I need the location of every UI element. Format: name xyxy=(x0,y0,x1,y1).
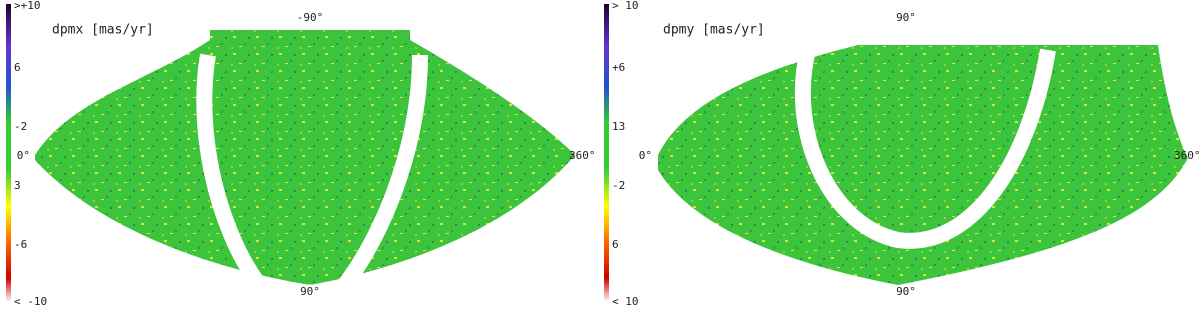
axis-label-top: -90° xyxy=(297,11,324,24)
colorbar-label: 6 xyxy=(14,61,21,74)
colorbar-label: 3 xyxy=(14,179,21,192)
colorbar-label: -6 xyxy=(14,238,27,251)
colorbar-label: > 10 xyxy=(612,0,639,12)
colorbar-label: -2 xyxy=(612,179,625,192)
panel: > 10 +6 13 -2 6 < 10 dpmy [mas/yr] 90° 90° 0° 360° xyxy=(604,0,1200,308)
colorbar-label: >+10 xyxy=(14,0,41,12)
colorbar-label: < -10 xyxy=(14,295,47,308)
axis-label-left: 0° xyxy=(639,149,652,162)
panel: >+10 6 -2 3 -6 < -10 dpmx [mas/yr] -90° 90° 0° 360… xyxy=(6,0,596,310)
colorbar xyxy=(6,4,11,302)
sky-map xyxy=(35,30,575,285)
axis-label-right: 360° xyxy=(1174,149,1200,162)
sky-map xyxy=(658,45,1188,285)
missing-band xyxy=(794,48,1056,249)
missing-band xyxy=(196,53,428,310)
axis-label-top: 90° xyxy=(896,11,916,24)
map-title: dpmx [mas/yr] xyxy=(52,23,154,38)
colorbar-label: +6 xyxy=(612,61,625,74)
axis-label-bottom: 90° xyxy=(896,285,916,298)
axis-label-bottom: 90° xyxy=(300,285,320,298)
colorbar-label: 6 xyxy=(612,238,619,251)
colorbar-label: 13 xyxy=(612,120,625,133)
colorbar-label: -2 xyxy=(14,120,27,133)
colorbar-label: < 10 xyxy=(612,295,639,308)
colorbar xyxy=(604,4,609,302)
map-title: dpmy [mas/yr] xyxy=(663,23,765,38)
axis-label-right: 360° xyxy=(569,149,596,162)
axis-label-left: 0° xyxy=(17,149,30,162)
